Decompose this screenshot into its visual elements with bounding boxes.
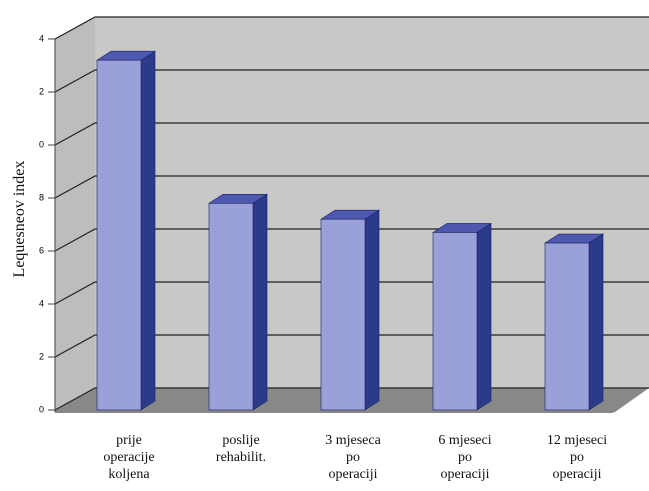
bar-side [140, 50, 156, 411]
grid-line [54, 175, 649, 199]
bar [320, 218, 366, 411]
bar [432, 232, 478, 411]
bar-side [588, 233, 604, 411]
y-tick-label: 6 [39, 245, 44, 255]
y-tick-label: 0 [39, 404, 44, 414]
grid-line [54, 16, 649, 40]
bar [544, 242, 590, 411]
y-tick-label: 4 [39, 33, 44, 43]
side-wall [55, 17, 95, 410]
x-tick-label: prije operacije koljena [103, 433, 155, 482]
y-tick-label: 0 [39, 139, 44, 149]
x-tick-label: 12 mjeseci po operaciji [546, 433, 608, 482]
y-tick-label: 2 [39, 351, 44, 361]
x-tick-label: 3 mjeseca po operaciji [325, 433, 381, 482]
grid-line [54, 122, 649, 146]
bar [208, 203, 254, 411]
bars [95, 50, 605, 411]
bar-side [476, 222, 492, 411]
y-tick-label: 4 [39, 298, 44, 308]
y-tick-label: 2 [39, 86, 44, 96]
x-tick-label: poslije rehabilit. [215, 433, 267, 465]
bar-side [364, 209, 380, 411]
y-tick-label: 8 [39, 192, 44, 202]
chart: 0 2 4 6 8 0 2 4 [39, 16, 649, 414]
grid-line [54, 69, 649, 93]
bar-side [252, 193, 268, 411]
x-tick-label: 6 mjeseci po operaciji [438, 433, 492, 482]
y-axis-label: Lequesneov index [11, 160, 28, 278]
bar [96, 59, 142, 411]
